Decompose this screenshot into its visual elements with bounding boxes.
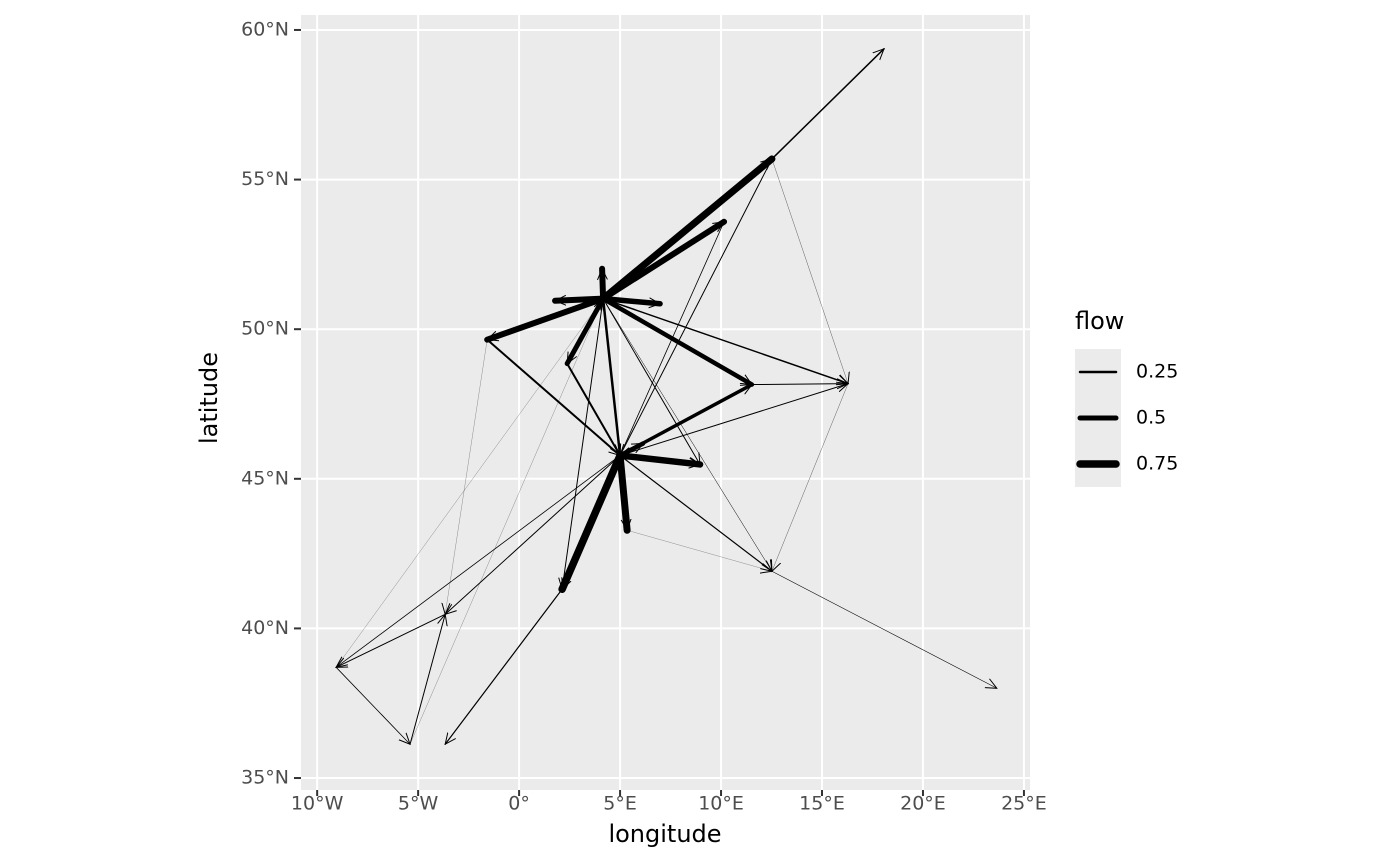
x-tick-label: 10°W (291, 793, 344, 815)
x-tick-label: 10°E (698, 793, 744, 815)
flow-segment (751, 384, 848, 385)
legend-label: 0.75 (1136, 453, 1178, 475)
flow-segment (600, 295, 663, 304)
flow-segment (601, 297, 620, 457)
flow-segment (445, 588, 563, 744)
flow-segment (336, 613, 446, 667)
flow-segment (409, 299, 603, 745)
flow-segment (602, 298, 700, 465)
y-tick-label: 60°N (241, 18, 289, 40)
y-tick-label: 45°N (241, 467, 289, 489)
flow-segment (771, 158, 848, 384)
flow-segment (600, 296, 755, 387)
flow-segment (484, 295, 607, 343)
flow-segment (616, 452, 704, 464)
legend-label: 0.25 (1136, 361, 1178, 383)
flow-segment (616, 451, 627, 534)
y-axis-title: latitude (195, 352, 223, 444)
y-tick-label: 55°N (241, 168, 289, 190)
x-tick-label: 25°E (1001, 793, 1047, 815)
flow-segment (335, 666, 410, 744)
y-tick-label: 35°N (241, 767, 289, 789)
x-tick-label: 5°W (398, 793, 439, 815)
flow-segment (566, 362, 622, 456)
flow-segment (602, 297, 848, 384)
legend-label: 0.5 (1136, 407, 1166, 429)
x-tick-label: 20°E (900, 793, 946, 815)
flow-segment (620, 158, 773, 456)
flow-segment (618, 382, 754, 458)
flow-segment (620, 221, 725, 456)
flow-segment (336, 455, 621, 667)
flow-segment (336, 299, 603, 668)
x-tick-label: 15°E (799, 793, 845, 815)
flow-segment (602, 265, 603, 302)
flow-segment (562, 298, 604, 590)
flow-segment (619, 454, 772, 571)
flow-segment (445, 454, 621, 614)
flow-segment (772, 383, 849, 572)
flow-segment (771, 49, 884, 160)
y-tick-label: 50°N (241, 318, 289, 340)
flow-segment (558, 451, 624, 593)
y-tick-label: 40°N (241, 617, 289, 639)
legend-title: flow (1075, 307, 1124, 335)
flow-segment (771, 570, 997, 688)
flow-segment (602, 298, 772, 572)
panel (301, 15, 1030, 790)
flow-segment (409, 614, 445, 745)
x-tick-label: 5°E (603, 793, 637, 815)
flow-segment (445, 339, 488, 615)
flow-segment (627, 530, 772, 571)
flow-segment (619, 384, 848, 456)
x-tick-label: 0° (508, 793, 530, 815)
flow-segment (600, 218, 728, 302)
flow-segment (599, 155, 776, 303)
flow-segment (486, 338, 622, 457)
x-axis-title: longitude (608, 820, 721, 848)
